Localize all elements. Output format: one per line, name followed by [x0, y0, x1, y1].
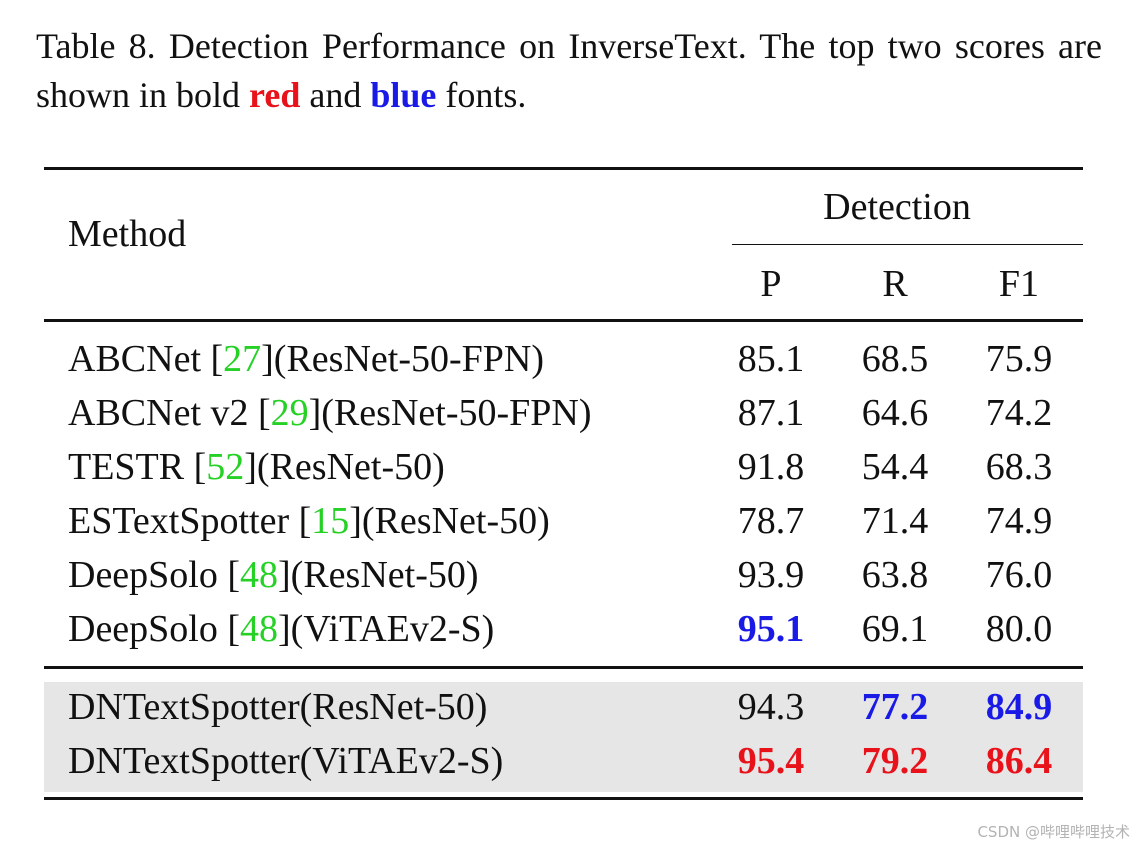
header-rule: [44, 319, 1083, 322]
method-label: ESTextSpotter [: [68, 500, 312, 542]
rows-value-f1: 74.2: [985, 392, 1053, 434]
method-name: ABCNet [27](ResNet-50-FPN): [68, 337, 544, 381]
rows-value-f1: 80.0: [985, 608, 1053, 650]
caption-middle: and: [300, 75, 371, 115]
method-backbone: ](ResNet-50): [349, 500, 550, 542]
rows-value-p: 91.8: [737, 446, 805, 488]
rows-value-p: 87.1: [737, 392, 805, 434]
header-r: R: [882, 263, 908, 305]
caption-blue-word: blue: [370, 75, 437, 115]
method-backbone: ](ResNet-50): [278, 554, 479, 596]
ours-value-r: 77.2: [861, 686, 929, 728]
rows-value-p: 85.1: [737, 338, 805, 380]
table-caption: Table 8. Detection Performance on Invers…: [36, 22, 1102, 120]
citation-link: 29: [270, 392, 309, 434]
caption-red-word: red: [249, 75, 301, 115]
rows-value-p: 95.1: [737, 608, 805, 650]
watermark: CSDN @哔哩哔哩技术: [977, 823, 1130, 841]
rows-value-f1: 68.3: [985, 446, 1053, 488]
method-backbone: ](ResNet-50-FPN): [308, 392, 592, 434]
ours-rule: [44, 666, 1083, 669]
header-detection: Detection: [823, 186, 971, 228]
ours-method-name: DNTextSpotter(ResNet-50): [68, 686, 488, 728]
rows-value-r: 63.8: [861, 554, 929, 596]
method-name: ABCNet v2 [29](ResNet-50-FPN): [68, 391, 592, 435]
method-name: TESTR [52](ResNet-50): [68, 445, 445, 489]
top-rule: [44, 167, 1083, 170]
method-label: ABCNet v2 [: [68, 392, 271, 434]
method-label: ABCNet [: [68, 338, 224, 380]
ours-value-p: 95.4: [737, 740, 805, 782]
ours-value-f1: 86.4: [985, 740, 1053, 782]
rows-value-r: 69.1: [861, 608, 929, 650]
method-name: DeepSolo [48](ViTAEv2-S): [68, 607, 494, 651]
method-backbone: ](ViTAEv2-S): [278, 608, 495, 650]
rows-value-r: 64.6: [861, 392, 929, 434]
citation-link: 15: [311, 500, 350, 542]
method-backbone: ](ResNet-50-FPN): [261, 338, 545, 380]
method-label: DeepSolo [: [68, 608, 241, 650]
rows-value-p: 78.7: [737, 500, 805, 542]
rows-value-r: 68.5: [861, 338, 929, 380]
group-rule: [732, 244, 1083, 245]
method-backbone: ](ResNet-50): [244, 446, 445, 488]
ours-value-r: 79.2: [861, 740, 929, 782]
method-label: TESTR [: [68, 446, 207, 488]
header-p: P: [760, 263, 782, 305]
rows-value-r: 71.4: [861, 500, 929, 542]
rows-value-f1: 76.0: [985, 554, 1053, 596]
rows-value-p: 93.9: [737, 554, 805, 596]
header-method: Method: [68, 213, 187, 255]
citation-link: 48: [240, 608, 279, 650]
caption-prefix: Table 8. Detection Performance on Invers…: [36, 26, 1102, 115]
ours-value-p: 94.3: [737, 686, 805, 728]
rows-value-r: 54.4: [861, 446, 929, 488]
citation-link: 48: [240, 554, 279, 596]
method-name: DeepSolo [48](ResNet-50): [68, 553, 479, 597]
method-label: DeepSolo [: [68, 554, 241, 596]
header-f1: F1: [998, 263, 1040, 305]
bottom-rule: [44, 797, 1083, 800]
ours-shading: [44, 682, 1083, 792]
method-name: ESTextSpotter [15](ResNet-50): [68, 499, 550, 543]
citation-link: 52: [206, 446, 245, 488]
rows-value-f1: 75.9: [985, 338, 1053, 380]
ours-method-name: DNTextSpotter(ViTAEv2-S): [68, 740, 504, 782]
caption-suffix: fonts.: [436, 75, 527, 115]
ours-value-f1: 84.9: [985, 686, 1053, 728]
citation-link: 27: [223, 338, 262, 380]
rows-value-f1: 74.9: [985, 500, 1053, 542]
